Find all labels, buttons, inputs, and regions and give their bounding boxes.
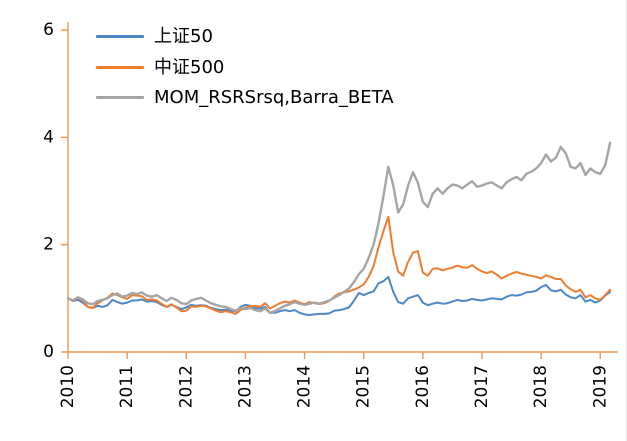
legend-item-sse50: 上证50: [96, 26, 394, 48]
x-tick-label: 2019: [590, 365, 610, 408]
x-tick-label: 2015: [354, 365, 374, 408]
series-line-1: [67, 215, 612, 315]
legend-item-csi500: 中证500: [96, 57, 394, 79]
x-tick-label: 2013: [235, 365, 255, 408]
y-tick-label: 0: [43, 342, 54, 362]
legend-label-csi500: 中证500: [154, 56, 225, 78]
series-line-0: [67, 275, 612, 316]
x-tick-label: 2017: [472, 365, 492, 408]
x-tick-label: 2012: [176, 365, 196, 408]
legend-item-mom-strategy: MOM_RSRSrsq,Barra_BETA: [96, 87, 394, 109]
legend-label-sse50: 上证50: [154, 26, 213, 47]
y-tick-label: 2: [43, 235, 54, 255]
x-tick-label: 2011: [117, 365, 137, 408]
series-line-2: [66, 141, 612, 314]
y-tick-label: 6: [43, 20, 54, 40]
legend: 上证50 中证500 MOM_RSRSrsq,Barra_BETA: [96, 26, 394, 109]
legend-swatch: [96, 96, 144, 100]
legend-swatch: [96, 65, 144, 69]
legend-label-mom-strategy: MOM_RSRSrsq,Barra_BETA: [154, 87, 394, 109]
x-tick-label: 2018: [531, 365, 551, 408]
x-tick-label: 2016: [413, 365, 433, 408]
y-tick-label: 4: [43, 127, 54, 147]
x-tick-label: 2014: [295, 365, 315, 408]
legend-swatch: [96, 35, 144, 39]
x-tick-label: 2010: [58, 365, 78, 408]
